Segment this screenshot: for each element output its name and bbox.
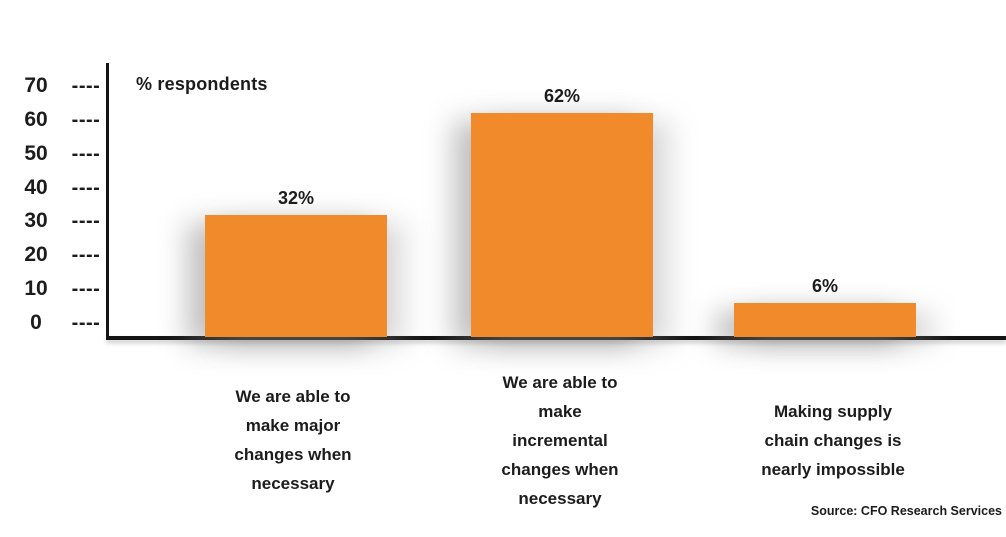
y-tick-label: 60 [24, 107, 48, 131]
y-tick-dash-marks: ---- [71, 278, 101, 301]
category-label: We are able to make major changes when n… [234, 387, 352, 493]
y-tick: 30 ---- [0, 207, 106, 235]
x-axis-line [106, 336, 1006, 340]
y-tick: 70 ---- [0, 72, 106, 100]
y-tick: 60 ---- [0, 106, 106, 134]
y-tick-label: 50 [24, 141, 48, 165]
y-tick-label: 0 [30, 311, 42, 334]
y-tick-dash-marks: ---- [71, 312, 101, 334]
y-tick: 20 ---- [0, 241, 106, 269]
y-tick-dash-marks: ---- [71, 75, 101, 97]
y-tick-dash-marks: ---- [71, 108, 101, 131]
y-tick-label: 20 [24, 243, 48, 267]
bar [734, 302, 916, 337]
bar-value-label: 32% [277, 187, 315, 208]
y-tick-label: 10 [24, 277, 48, 301]
y-tick-dash-marks: ---- [71, 176, 101, 199]
y-tick: 10 ---- [0, 275, 106, 303]
y-tick-label: 40 [24, 175, 48, 199]
y-tick: 40 ---- [0, 174, 106, 202]
bar-value-label: 6% [811, 275, 838, 296]
category-label: Making supply chain changes is nearly im… [761, 401, 905, 479]
y-tick-label: 70 [24, 74, 48, 97]
y-tick-dash-marks: ---- [71, 210, 101, 233]
bar-value-label: 62% [543, 86, 581, 107]
bar [471, 113, 653, 337]
category-label: We are able to make incremental changes … [501, 372, 619, 508]
y-axis-line [106, 63, 109, 337]
source-note: Source: CFO Research Services [810, 504, 1002, 518]
y-tick: 50 ---- [0, 140, 106, 168]
y-tick-label: 30 [24, 209, 48, 233]
bar [205, 214, 387, 337]
chart-title: % respondents [136, 74, 268, 94]
y-tick-dash-marks: ---- [71, 244, 101, 267]
y-tick: 0 ---- [0, 309, 106, 337]
y-tick-dash-marks: ---- [71, 142, 101, 165]
